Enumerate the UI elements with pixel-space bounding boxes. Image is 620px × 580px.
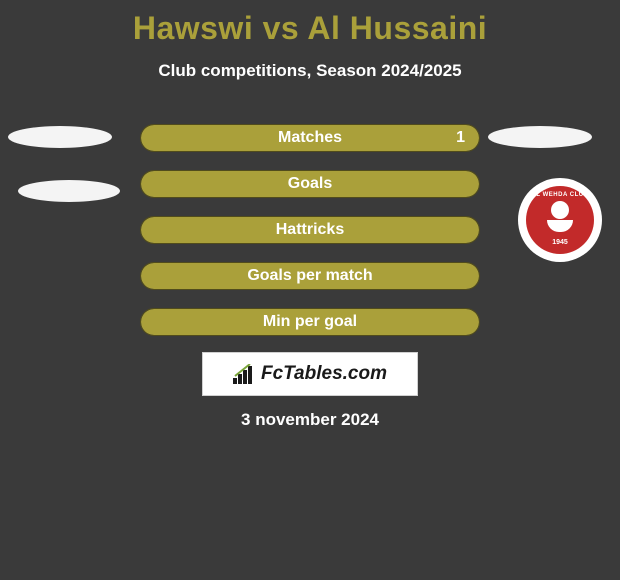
stat-bar-goals-per-match: Goals per match [140, 262, 480, 290]
club-badge-shape-icon [547, 220, 573, 232]
stat-bar-label: Matches [278, 129, 342, 147]
stat-bar-label: Min per goal [263, 313, 357, 331]
club-badge-name: AL WEHDA CLUB [532, 192, 589, 198]
stat-bar-matches: Matches 1 [140, 124, 480, 152]
club-badge-ball-icon [551, 201, 569, 219]
right-placeholder-ellipse [488, 126, 592, 148]
stat-bar-label: Goals [288, 175, 332, 193]
stat-bar-goals: Goals [140, 170, 480, 198]
stat-bar-min-per-goal: Min per goal [140, 308, 480, 336]
fctables-logo-label: FcTables.com [261, 363, 387, 385]
stat-bar-value: 1 [456, 129, 465, 147]
stat-bar-hattricks: Hattricks [140, 216, 480, 244]
stat-bar-label: Goals per match [247, 267, 372, 285]
date-label: 3 november 2024 [0, 410, 620, 430]
left-placeholder-ellipse-2 [18, 180, 120, 202]
subtitle: Club competitions, Season 2024/2025 [0, 61, 620, 81]
bar-chart-icon [233, 364, 257, 384]
stat-bar-label: Hattricks [276, 221, 344, 239]
fctables-logo-text: FcTables.com [233, 363, 387, 385]
page-title: Hawswi vs Al Hussaini [0, 0, 620, 47]
club-badge-inner: AL WEHDA CLUB 1945 [526, 186, 594, 254]
club-badge-year: 1945 [552, 239, 568, 246]
stat-bars-container: Matches 1 Goals Hattricks Goals per matc… [140, 124, 480, 354]
fctables-logo: FcTables.com [202, 352, 418, 396]
left-placeholder-ellipse-1 [8, 126, 112, 148]
club-badge: AL WEHDA CLUB 1945 [518, 178, 602, 262]
